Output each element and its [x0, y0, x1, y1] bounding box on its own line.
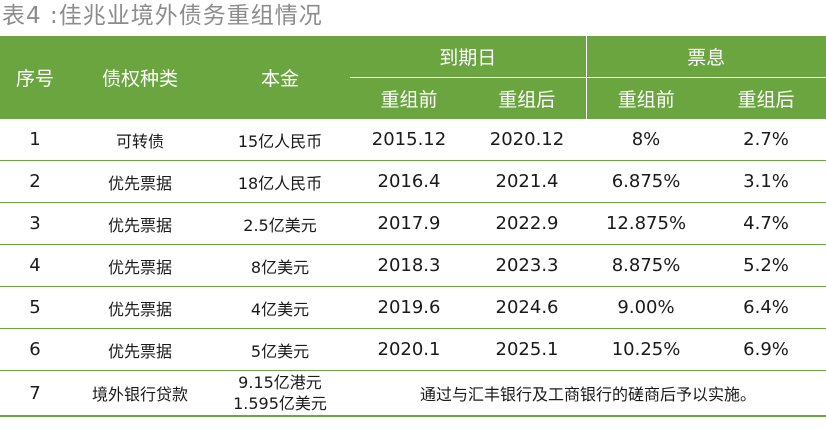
cell-due-after: 2020.12: [468, 119, 587, 161]
cell-principal: 18亿人民币: [210, 160, 350, 203]
cell-coupon-after: 2.7%: [706, 119, 826, 161]
table-row: 1 可转债 15亿人民币 2015.12 2020.12 8% 2.7%: [0, 119, 826, 161]
header-due-after: 重组后: [468, 77, 587, 119]
header-seq: 序号: [0, 36, 70, 119]
cell-due-before: 2015.12: [350, 119, 468, 161]
cell-principal: 2.5亿美元: [210, 202, 350, 245]
header-row-top: 序号 债权种类 本金 到期日 票息: [0, 36, 826, 119]
cell-coupon-before: 9.00%: [586, 286, 707, 329]
cell-seq: 2: [0, 160, 70, 203]
cell-seq: 1: [0, 119, 70, 161]
cell-seq: 7: [0, 370, 70, 417]
header-coupon: 票息: [585, 36, 826, 78]
cell-coupon-after: 5.2%: [706, 244, 826, 287]
cell-seq: 5: [0, 286, 70, 329]
cell-type: 优先票据: [70, 286, 210, 329]
cell-due-before: 2017.9: [350, 202, 468, 245]
cell-due-before: 2018.3: [350, 244, 468, 287]
header-type: 债权种类: [70, 36, 210, 119]
principal-line-1: 9.15亿港元: [238, 373, 322, 392]
cell-coupon-before: 8.875%: [586, 244, 707, 287]
table-row: 3 优先票据 2.5亿美元 2017.9 2022.9 12.875% 4.7%: [0, 202, 826, 245]
cell-due-after: 2025.1: [468, 328, 587, 371]
cell-coupon-before: 6.875%: [586, 160, 707, 203]
cell-due-before: 2016.4: [350, 160, 468, 203]
cell-note: 通过与汇丰银行及工商银行的磋商后予以实施。: [350, 370, 826, 417]
cell-due-after: 2024.6: [468, 286, 587, 329]
cell-coupon-before: 8%: [586, 119, 707, 161]
cell-type: 优先票据: [70, 160, 210, 203]
cell-principal: 8亿美元: [210, 244, 350, 287]
table-row: 5 优先票据 4亿美元 2019.6 2024.6 9.00% 6.4%: [0, 286, 826, 329]
cell-due-after: 2021.4: [468, 160, 587, 203]
cell-coupon-after: 4.7%: [706, 202, 826, 245]
header-due-before: 重组前: [350, 77, 468, 119]
header-coupon-after: 重组后: [706, 77, 826, 119]
cell-type: 优先票据: [70, 244, 210, 287]
cell-coupon-before: 10.25%: [586, 328, 707, 371]
cell-coupon-after: 6.9%: [706, 328, 826, 371]
header-due-date: 到期日: [350, 36, 587, 78]
cell-principal: 15亿人民币: [210, 119, 350, 161]
cell-type: 可转债: [70, 119, 210, 161]
cell-due-before: 2019.6: [350, 286, 468, 329]
cell-principal: 5亿美元: [210, 328, 350, 371]
cell-type: 优先票据: [70, 202, 210, 245]
cell-principal: 9.15亿港元 1.595亿美元: [210, 370, 350, 417]
principal-line-2: 1.595亿美元: [233, 394, 327, 413]
cell-coupon-after: 3.1%: [706, 160, 826, 203]
table-caption: 表4 :佳兆业境外债务重组情况: [2, 3, 323, 29]
cell-due-before: 2020.1: [350, 328, 468, 371]
cell-type: 境外银行贷款: [70, 370, 210, 417]
cell-seq: 6: [0, 328, 70, 371]
cell-coupon-before: 12.875%: [586, 202, 707, 245]
table-row: 2 优先票据 18亿人民币 2016.4 2021.4 6.875% 3.1%: [0, 160, 826, 203]
cell-coupon-after: 6.4%: [706, 286, 826, 329]
header-row-sub: 重组前 重组后 重组前 重组后: [0, 77, 826, 119]
debt-restructuring-table: 序号 债权种类 本金 到期日 票息 重组前 重组后 重组前 重组后 1 可转债 15…: [0, 36, 826, 417]
cell-seq: 4: [0, 244, 70, 287]
table-body: 1 可转债 15亿人民币 2015.12 2020.12 8% 2.7% 2 优先票据 18亿人民…: [0, 119, 826, 417]
header-coupon-before: 重组前: [585, 77, 707, 119]
cell-type: 优先票据: [70, 328, 210, 371]
header-principal: 本金: [210, 36, 350, 119]
table-row: 6 优先票据 5亿美元 2020.1 2025.1 10.25% 6.9%: [0, 328, 826, 371]
cell-due-after: 2023.3: [468, 244, 587, 287]
table-row: 4 优先票据 8亿美元 2018.3 2023.3 8.875% 5.2%: [0, 244, 826, 287]
table-row-bank-loan: 7 境外银行贷款 9.15亿港元 1.595亿美元 通过与汇丰银行及工商银行的磋商后予以…: [0, 370, 826, 417]
cell-due-after: 2022.9: [468, 202, 587, 245]
cell-seq: 3: [0, 202, 70, 245]
cell-principal: 4亿美元: [210, 286, 350, 329]
